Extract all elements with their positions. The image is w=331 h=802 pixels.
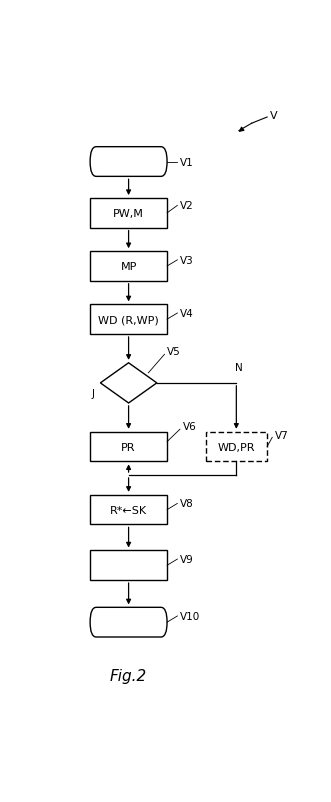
Bar: [90, 252, 167, 282]
FancyBboxPatch shape: [90, 148, 167, 177]
FancyBboxPatch shape: [90, 608, 167, 638]
Polygon shape: [100, 363, 157, 403]
Text: V1: V1: [180, 157, 194, 168]
Text: V10: V10: [180, 611, 200, 622]
Text: PR: PR: [121, 442, 136, 452]
Bar: [206, 432, 267, 462]
Bar: [90, 199, 167, 229]
Text: PW,M: PW,M: [113, 209, 144, 219]
Text: V8: V8: [180, 499, 194, 508]
Text: N: N: [235, 363, 243, 373]
Text: V2: V2: [180, 201, 194, 211]
Text: V4: V4: [180, 309, 194, 318]
Text: V7: V7: [275, 431, 289, 441]
Bar: [90, 551, 167, 581]
Bar: [90, 495, 167, 525]
Text: WD (R,WP): WD (R,WP): [98, 315, 159, 325]
Text: R*←SK: R*←SK: [110, 505, 147, 515]
Text: J: J: [91, 388, 94, 399]
Text: V5: V5: [167, 346, 181, 357]
Bar: [90, 432, 167, 462]
Bar: [90, 305, 167, 334]
Text: WD,PR: WD,PR: [217, 442, 255, 452]
Text: V3: V3: [180, 256, 194, 265]
Text: V6: V6: [182, 422, 196, 431]
Text: V: V: [270, 111, 277, 121]
Text: MP: MP: [120, 261, 137, 272]
Text: V9: V9: [180, 554, 194, 565]
Text: Fig.2: Fig.2: [110, 668, 147, 683]
